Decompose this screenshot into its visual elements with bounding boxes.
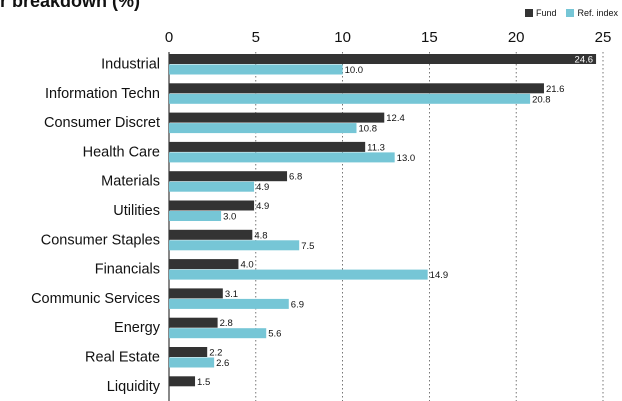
data-label-fund: 1.5 xyxy=(197,377,210,388)
category-label: Utilities xyxy=(113,203,160,219)
category-label: Communic Services xyxy=(31,291,160,307)
category-label: Consumer Staples xyxy=(41,232,160,248)
category-label: Information Techn xyxy=(45,86,160,102)
bar-ref-index xyxy=(169,240,300,251)
legend-label-fund: Fund xyxy=(535,8,557,18)
category-label: Financials xyxy=(95,262,160,278)
data-label-fund: 24.6 xyxy=(575,55,594,66)
data-label-ref-index: 10.8 xyxy=(358,124,377,135)
data-label-fund: 6.8 xyxy=(289,172,302,183)
bar-ref-index xyxy=(169,269,428,280)
chart-title: r breakdown (%) xyxy=(0,0,141,11)
x-tick-label-15: 15 xyxy=(421,29,438,46)
legend-swatch-fund xyxy=(524,9,533,17)
bar-fund xyxy=(169,317,218,328)
category-label: Consumer Discret xyxy=(44,115,160,131)
category-label: Industrial xyxy=(101,57,160,73)
bar-fund xyxy=(169,259,239,270)
bar-fund xyxy=(169,347,208,357)
bar-ref-index xyxy=(169,64,343,75)
legend-label-ref-index: Ref. index xyxy=(577,8,618,18)
category-label: Energy xyxy=(114,320,161,336)
data-label-fund: 11.3 xyxy=(367,142,385,153)
x-tick-label-25: 25 xyxy=(595,29,612,46)
bar-ref-index xyxy=(169,181,255,192)
bar-ref-index xyxy=(169,123,357,134)
bar-fund xyxy=(169,112,385,123)
data-label-fund: 4.0 xyxy=(240,260,253,271)
data-label-ref-index: 4.9 xyxy=(256,182,269,193)
bar-fund xyxy=(169,141,366,152)
data-label-fund: 4.9 xyxy=(256,201,269,212)
legend-item-ref-index: Ref. index xyxy=(566,8,618,18)
data-label-fund: 2.2 xyxy=(209,348,222,359)
bar-ref-index xyxy=(169,211,222,221)
bar-ref-index xyxy=(169,93,531,104)
data-label-ref-index: 3.0 xyxy=(223,212,236,223)
category-label: Real Estate xyxy=(85,350,160,366)
data-label-fund: 21.6 xyxy=(546,84,565,95)
legend: Fund Ref. index xyxy=(524,8,618,18)
bar-fund xyxy=(169,200,255,211)
bar-fund xyxy=(169,229,253,240)
data-label-ref-index: 10.0 xyxy=(345,65,364,76)
data-label-ref-index: 7.5 xyxy=(301,241,314,252)
data-label-fund: 3.1 xyxy=(225,289,238,300)
data-label-ref-index: 2.6 xyxy=(216,358,229,369)
bar-fund xyxy=(169,83,544,94)
bar-ref-index xyxy=(169,152,395,163)
x-tick-label-5: 5 xyxy=(252,29,260,46)
bar-fund xyxy=(169,171,288,182)
x-tick-label-0: 0 xyxy=(165,29,173,46)
data-label-ref-index: 20.8 xyxy=(532,94,551,105)
category-label: Health Care xyxy=(83,144,160,160)
legend-item-fund: Fund xyxy=(524,8,557,18)
bar-ref-index xyxy=(169,357,215,368)
data-label-fund: 4.8 xyxy=(254,230,267,241)
bar-ref-index xyxy=(169,328,267,339)
data-label-ref-index: 5.6 xyxy=(268,329,281,340)
bar-fund xyxy=(169,376,196,387)
legend-swatch-ref-index xyxy=(566,9,575,17)
x-tick-label-10: 10 xyxy=(334,29,351,46)
category-label: Materials xyxy=(101,174,160,190)
data-label-ref-index: 13.0 xyxy=(397,153,416,164)
x-tick-label-20: 20 xyxy=(508,29,525,46)
data-label-fund: 12.4 xyxy=(386,113,405,124)
data-label-ref-index: 14.9 xyxy=(430,270,449,281)
bar-ref-index xyxy=(169,298,289,309)
data-label-fund: 2.8 xyxy=(220,318,233,329)
data-label-ref-index: 6.9 xyxy=(291,299,304,310)
bar-fund xyxy=(169,54,597,64)
category-label: Liquidity xyxy=(107,379,161,395)
bar-fund xyxy=(169,288,223,299)
